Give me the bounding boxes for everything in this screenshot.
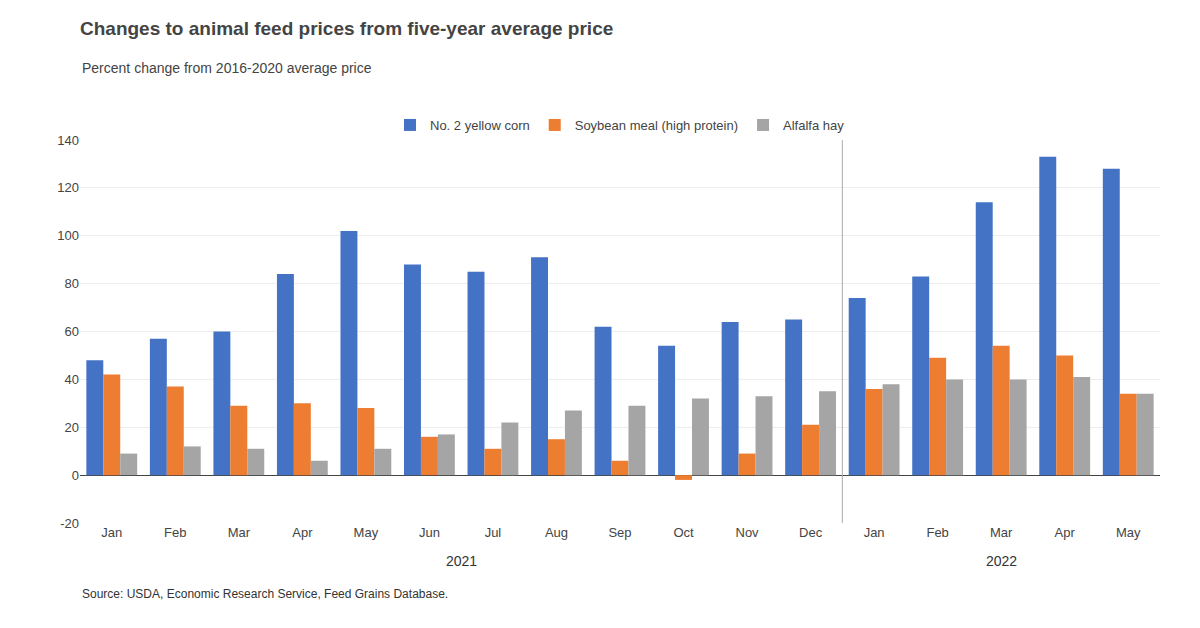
svg-text:Alfalfa hay: Alfalfa hay	[783, 118, 844, 133]
svg-text:Dec: Dec	[799, 525, 823, 540]
svg-text:20: 20	[65, 420, 79, 435]
svg-text:Soybean meal (high protein): Soybean meal (high protein)	[575, 118, 738, 133]
svg-text:Nov: Nov	[735, 525, 759, 540]
svg-text:Jan: Jan	[864, 525, 885, 540]
svg-text:60: 60	[65, 324, 79, 339]
svg-text:No. 2 yellow corn: No. 2 yellow corn	[430, 118, 530, 133]
svg-text:120: 120	[57, 180, 79, 195]
svg-text:Mar: Mar	[990, 525, 1013, 540]
svg-text:Percent change from 2016-2020: Percent change from 2016-2020 average pr…	[82, 60, 372, 76]
svg-text:Changes to animal feed prices: Changes to animal feed prices from five-…	[80, 18, 613, 39]
svg-text:Jul: Jul	[485, 525, 502, 540]
svg-text:0: 0	[72, 468, 79, 483]
svg-text:May: May	[354, 525, 379, 540]
svg-text:Apr: Apr	[1055, 525, 1076, 540]
svg-text:Mar: Mar	[228, 525, 251, 540]
svg-text:Feb: Feb	[926, 525, 948, 540]
svg-text:Sep: Sep	[608, 525, 631, 540]
svg-text:140: 140	[57, 133, 79, 148]
svg-text:40: 40	[65, 372, 79, 387]
svg-text:Source: USDA, Economic Researc: Source: USDA, Economic Research Service,…	[82, 587, 448, 601]
svg-text:Jun: Jun	[419, 525, 440, 540]
svg-text:-20: -20	[60, 516, 79, 531]
svg-text:Feb: Feb	[164, 525, 186, 540]
svg-text:100: 100	[57, 228, 79, 243]
svg-text:Aug: Aug	[545, 525, 568, 540]
svg-text:Apr: Apr	[292, 525, 313, 540]
svg-text:Oct: Oct	[673, 525, 694, 540]
svg-text:May: May	[1116, 525, 1141, 540]
svg-text:2021: 2021	[446, 553, 477, 569]
svg-text:2022: 2022	[986, 553, 1017, 569]
svg-text:80: 80	[65, 276, 79, 291]
svg-text:Jan: Jan	[101, 525, 122, 540]
